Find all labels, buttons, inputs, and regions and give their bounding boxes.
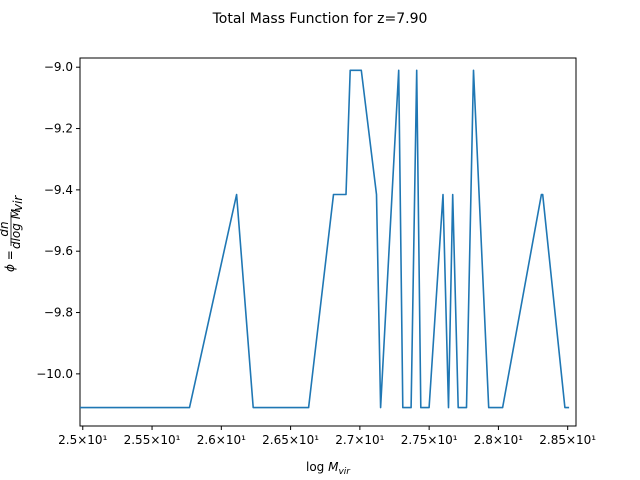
y-axis: −9.0 −9.2 −9.4 −9.6 −9.8 −10.0 [36, 60, 80, 381]
x-tick-label: 2.65×10¹ [262, 433, 319, 447]
svg-text:ϕ =: ϕ = [3, 250, 17, 272]
y-label-denominator: dlog M [9, 208, 23, 249]
axes-frame [79, 57, 577, 427]
x-tick-label: 2.7×10¹ [335, 433, 384, 447]
x-tick-label: 2.5×10¹ [58, 433, 107, 447]
svg-text:vir: vir [11, 195, 25, 211]
series-line-total [80, 69, 570, 409]
y-axis-label: ϕ = dn dlog M vir [0, 195, 25, 272]
y-tick-label: −9.8 [44, 306, 73, 320]
x-tick-label: 2.6×10¹ [197, 433, 246, 447]
y-tick-label: −9.4 [44, 183, 73, 197]
x-tick-label: 2.85×10¹ [539, 433, 596, 447]
y-label-numerator: dn [0, 221, 11, 236]
plot-area [79, 57, 577, 427]
y-tick-label: −10.0 [36, 367, 73, 381]
y-tick-label: −9.0 [44, 60, 73, 74]
x-tick-label: 2.55×10¹ [124, 433, 181, 447]
chart-title: Total Mass Function for z=7.90 [212, 11, 428, 27]
y-tick-label: −9.2 [44, 122, 73, 136]
x-tick-label: 2.8×10¹ [474, 433, 523, 447]
x-axis: 2.5×10¹ 2.55×10¹ 2.6×10¹ 2.65×10¹ 2.7×10¹ 2.7… [58, 426, 596, 447]
y-tick-label: −9.6 [44, 244, 73, 258]
series-layer [80, 69, 570, 409]
x-tick-label: 2.75×10¹ [401, 433, 458, 447]
